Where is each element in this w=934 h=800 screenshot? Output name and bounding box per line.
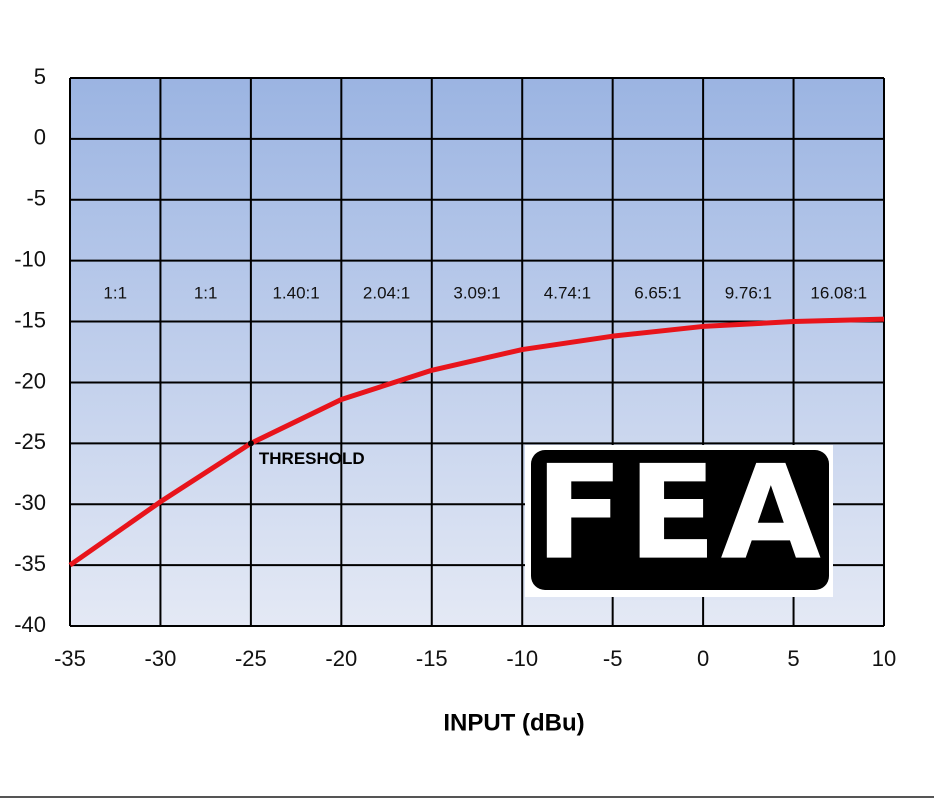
x-axis-label: INPUT (dBu) [443, 709, 584, 736]
ratio-label: 6.65:1 [634, 283, 681, 302]
y-tick-label: -25 [14, 429, 46, 454]
x-tick-label: 0 [697, 646, 709, 671]
ratio-label: 16.08:1 [810, 283, 867, 302]
x-tick-label: -30 [145, 646, 177, 671]
logo-text: FEA [535, 437, 825, 589]
logo: FEA [525, 437, 833, 597]
ratio-label: 3.09:1 [453, 283, 500, 302]
logo-box [531, 450, 829, 590]
ratio-label: 1.40:1 [272, 283, 319, 302]
ratio-label: 9.76:1 [725, 283, 772, 302]
y-tick-label: -30 [14, 490, 46, 515]
ratio-label: 2.04:1 [363, 283, 410, 302]
y-tick-label: -35 [14, 551, 46, 576]
x-tick-label: -10 [506, 646, 538, 671]
threshold-point [247, 440, 254, 447]
ratio-label: 4.74:1 [544, 283, 591, 302]
x-tick-label: -20 [325, 646, 357, 671]
y-tick-label: -20 [14, 368, 46, 393]
annotation: THRESHOLD [259, 449, 365, 468]
x-tick-label: -5 [603, 646, 623, 671]
y-tick-label: 5 [34, 64, 46, 89]
y-tick-label: -40 [14, 612, 46, 637]
x-tick-label: 5 [787, 646, 799, 671]
y-tick-label: 0 [34, 125, 46, 150]
ratio-label: 1:1 [194, 283, 218, 302]
y-tick-label: -15 [14, 307, 46, 332]
series-line [68, 316, 885, 568]
ratio-label: 1:1 [103, 283, 127, 302]
y-tick-label: -5 [26, 186, 46, 211]
x-tick-label: -35 [54, 646, 86, 671]
y-tick-label: -10 [14, 246, 46, 271]
x-tick-label: -15 [416, 646, 448, 671]
x-tick-label: 10 [872, 646, 896, 671]
x-tick-label: -25 [235, 646, 267, 671]
